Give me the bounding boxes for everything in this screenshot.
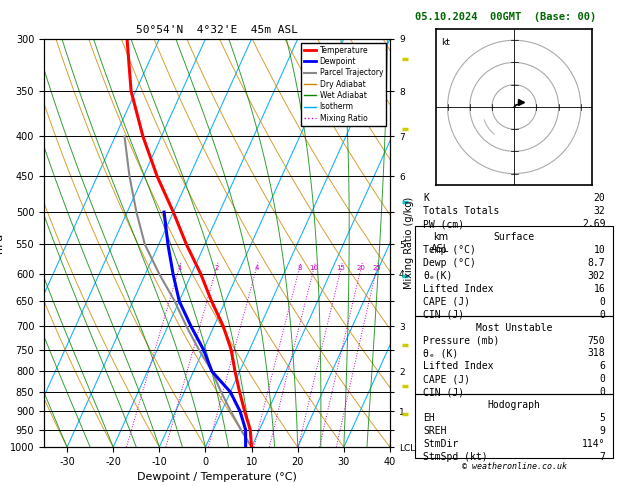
Text: θₑ(K): θₑ(K) — [423, 271, 452, 281]
Text: Mixing Ratio (g/kg): Mixing Ratio (g/kg) — [404, 197, 414, 289]
Text: CIN (J): CIN (J) — [423, 387, 464, 397]
Text: CIN (J): CIN (J) — [423, 310, 464, 320]
Text: Temp (°C): Temp (°C) — [423, 245, 476, 255]
Text: StmDir: StmDir — [423, 439, 459, 449]
Text: Most Unstable: Most Unstable — [476, 323, 552, 332]
Text: CAPE (J): CAPE (J) — [423, 297, 470, 307]
Text: 302: 302 — [587, 271, 605, 281]
Text: 7: 7 — [599, 452, 605, 462]
Text: 0: 0 — [599, 374, 605, 384]
Text: © weatheronline.co.uk: © weatheronline.co.uk — [462, 462, 567, 471]
Text: Pressure (mb): Pressure (mb) — [423, 335, 499, 346]
Text: PW (cm): PW (cm) — [423, 219, 464, 229]
Text: Totals Totals: Totals Totals — [423, 207, 499, 216]
Text: SREH: SREH — [423, 426, 447, 436]
Text: EH: EH — [423, 413, 435, 423]
Text: Lifted Index: Lifted Index — [423, 284, 494, 294]
Text: 8: 8 — [297, 265, 302, 271]
Text: θₑ (K): θₑ (K) — [423, 348, 459, 359]
Text: 16: 16 — [594, 284, 605, 294]
Text: 10: 10 — [594, 245, 605, 255]
Text: 318: 318 — [587, 348, 605, 359]
Text: 2.69: 2.69 — [582, 219, 605, 229]
Text: 2: 2 — [214, 265, 219, 271]
Text: 6: 6 — [599, 362, 605, 371]
Text: 20: 20 — [357, 265, 365, 271]
Text: StmSpd (kt): StmSpd (kt) — [423, 452, 487, 462]
Text: Hodograph: Hodograph — [487, 400, 541, 410]
Y-axis label: hPa: hPa — [0, 233, 4, 253]
Legend: Temperature, Dewpoint, Parcel Trajectory, Dry Adiabat, Wet Adiabat, Isotherm, Mi: Temperature, Dewpoint, Parcel Trajectory… — [301, 43, 386, 125]
Text: 1: 1 — [177, 265, 181, 271]
Text: 114°: 114° — [582, 439, 605, 449]
Text: Dewp (°C): Dewp (°C) — [423, 258, 476, 268]
Text: 32: 32 — [594, 207, 605, 216]
Text: kt: kt — [441, 38, 450, 47]
Text: 4: 4 — [254, 265, 259, 271]
Text: 5: 5 — [599, 413, 605, 423]
Text: 05.10.2024  00GMT  (Base: 00): 05.10.2024 00GMT (Base: 00) — [415, 12, 596, 22]
Text: CAPE (J): CAPE (J) — [423, 374, 470, 384]
Text: 750: 750 — [587, 335, 605, 346]
X-axis label: Dewpoint / Temperature (°C): Dewpoint / Temperature (°C) — [137, 472, 297, 483]
Text: 0: 0 — [599, 297, 605, 307]
Text: 50°54'N  4°32'E  45m ASL: 50°54'N 4°32'E 45m ASL — [136, 25, 298, 35]
Text: 15: 15 — [337, 265, 345, 271]
Text: K: K — [423, 193, 429, 204]
Text: 25: 25 — [372, 265, 381, 271]
Text: 8.7: 8.7 — [587, 258, 605, 268]
Text: Lifted Index: Lifted Index — [423, 362, 494, 371]
Text: 9: 9 — [599, 426, 605, 436]
Y-axis label: km
ASL: km ASL — [431, 232, 449, 254]
Text: Surface: Surface — [494, 232, 535, 242]
Text: 20: 20 — [594, 193, 605, 204]
Text: 0: 0 — [599, 310, 605, 320]
Text: 10: 10 — [309, 265, 318, 271]
Text: 0: 0 — [599, 387, 605, 397]
